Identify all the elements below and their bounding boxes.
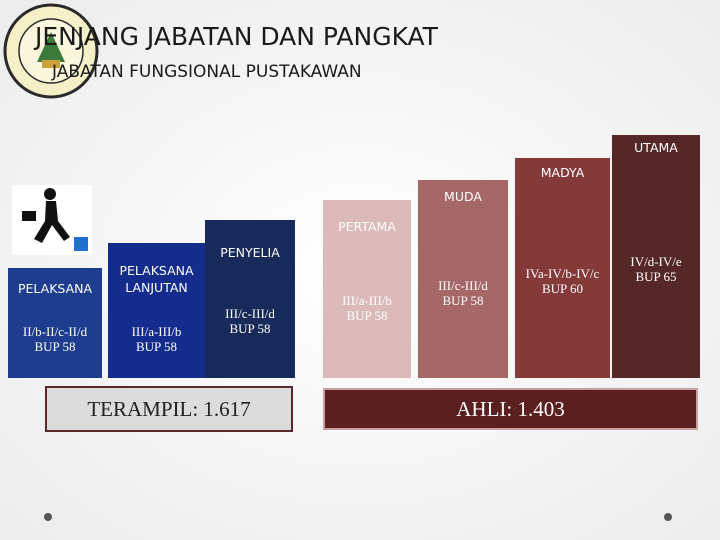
rank-range: IV/d-IV/e [630,253,682,269]
column-title: PERTAMA [338,219,396,235]
rank-range: III/c-III/d [438,278,488,294]
group-box: TERAMPIL: 1.617 [45,386,293,432]
retirement-age: BUP 65 [635,268,677,284]
rank-range: II/b-II/c-II/d [22,324,88,340]
rank-column: MUDA III/c-III/d BUP 58 [418,180,508,378]
column-title: PELAKSANA LANJUTAN [119,263,194,296]
rank-column: PERTAMA III/a-III/b BUP 58 [323,200,411,378]
rank-range: III/a-III/b [342,293,392,309]
group-box: AHLI: 1.403 [323,388,698,430]
rank-range: IVa-IV/b-IV/c [525,266,600,282]
rank-column: PELAKSANA LANJUTAN III/a-III/b BUP 58 [108,243,205,378]
column-title: UTAMA [634,140,678,156]
logo [3,3,99,99]
rank-range: III/a-III/b [131,323,182,339]
retirement-age: BUP 58 [346,308,388,323]
bullet-dot [44,513,52,521]
column-body: IVa-IV/b-IV/c BUP 60 [515,186,610,378]
retirement-age: BUP 58 [229,321,271,336]
title: JENJANG JABATAN DAN PANGKAT [35,22,438,51]
column-body: III/a-III/b BUP 58 [108,301,205,378]
rank-column: PENYELIA III/c-III/d BUP 58 [205,220,295,378]
retirement-age: BUP 60 [541,281,584,296]
column-body: III/a-III/b BUP 58 [323,240,411,378]
retirement-age: BUP 58 [34,339,76,354]
column-body: II/b-II/c-II/d BUP 58 [8,302,102,378]
column-body: IV/d-IV/e BUP 65 [612,161,700,378]
rank-column: PELAKSANA II/b-II/c-II/d BUP 58 [8,268,102,378]
retirement-age: BUP 58 [442,293,484,308]
column-body: III/c-III/d BUP 58 [205,266,295,378]
rank-column: MADYA IVa-IV/b-IV/c BUP 60 [515,158,610,378]
bullet-dot [664,513,672,521]
column-title: MUDA [444,189,482,205]
icon [12,185,92,255]
column-body: III/c-III/d BUP 58 [418,210,508,378]
column-title: PENYELIA [220,245,280,261]
rank-column: UTAMA IV/d-IV/e BUP 65 [612,135,700,378]
column-title: MADYA [540,165,585,181]
subtitle: JABATAN FUNGSIONAL PUSTAKAWAN [52,62,362,82]
column-title: PELAKSANA [17,281,93,297]
rank-range: III/c-III/d [225,306,275,322]
retirement-age: BUP 58 [135,338,178,354]
